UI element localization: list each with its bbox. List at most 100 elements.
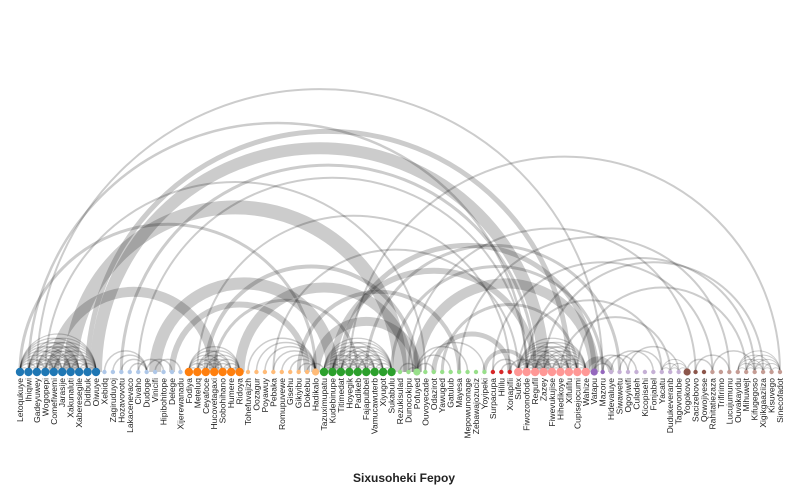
node-marker xyxy=(701,369,707,375)
arc-link xyxy=(247,337,317,373)
arc-link xyxy=(27,346,80,373)
arc-link xyxy=(601,354,638,373)
arc-link xyxy=(311,317,422,373)
arc-link xyxy=(19,358,46,373)
arc-link xyxy=(576,286,748,373)
arc-link xyxy=(196,354,232,373)
arc-link xyxy=(323,358,350,373)
arc-link xyxy=(120,358,148,373)
node-marker xyxy=(683,368,691,376)
node-marker xyxy=(15,367,25,377)
arc-link xyxy=(517,299,663,373)
node-marker xyxy=(91,367,101,377)
arc-link xyxy=(296,289,462,373)
arc-link xyxy=(737,358,764,373)
node-marker xyxy=(218,367,227,377)
arc-link xyxy=(27,337,97,373)
node-marker xyxy=(564,367,574,377)
arc-link xyxy=(154,358,182,373)
arc-link xyxy=(517,350,562,373)
node-label: Tohefuvajizh xyxy=(243,378,253,426)
node-label: Ouvakayidu xyxy=(733,378,743,423)
arc-link xyxy=(711,350,756,373)
arc-link xyxy=(542,354,578,373)
arc-link xyxy=(188,354,224,373)
node-marker xyxy=(304,369,310,375)
node-label: Sacizebovo xyxy=(691,378,701,422)
node-label: Wahize xyxy=(581,378,591,406)
node-label: Xebidq xyxy=(99,378,109,405)
arc-link xyxy=(36,341,97,373)
node-label: Hucovetagaxi xyxy=(209,378,219,430)
node-label: Fiwevukujise xyxy=(547,378,557,427)
node-label: Yacatu xyxy=(657,378,667,404)
node-marker xyxy=(296,369,301,375)
arc-link xyxy=(196,350,241,373)
node-marker xyxy=(254,369,259,375)
arc-link xyxy=(610,350,655,373)
node-label: Oozagur xyxy=(251,378,261,411)
arc-link xyxy=(44,181,427,373)
node-marker xyxy=(161,369,166,375)
node-label: Siwawetu xyxy=(615,378,625,415)
node-label: Hadikalo xyxy=(311,378,321,411)
node-label: Oiwuye xyxy=(91,378,101,407)
node-marker xyxy=(499,369,504,375)
node-marker xyxy=(226,367,236,377)
arc-link xyxy=(53,354,89,373)
node-label: Fonjabel xyxy=(648,378,658,411)
node-marker xyxy=(279,369,284,375)
node-label: Gadeyuwey xyxy=(32,377,42,423)
node-label: Hipibohitope xyxy=(159,378,169,426)
node-label: Zazey xyxy=(539,377,549,401)
node-label: Surpacupa xyxy=(488,378,498,419)
arc-link xyxy=(517,337,587,373)
node-label: Rahitatiezaza xyxy=(707,378,717,430)
arc-link xyxy=(364,243,622,373)
node-marker xyxy=(136,369,141,375)
node-label: Mihuwejt xyxy=(741,377,751,411)
arc-link xyxy=(289,358,317,373)
arc-link xyxy=(19,337,89,373)
arc-link xyxy=(458,235,731,373)
arc-link xyxy=(329,267,539,373)
node-marker xyxy=(440,369,445,375)
arc-link xyxy=(212,298,360,373)
node-label: Pofuyed xyxy=(412,378,422,409)
arc-link xyxy=(255,341,317,373)
node-marker xyxy=(110,369,116,375)
arc-link xyxy=(48,286,220,373)
arc-link xyxy=(542,261,765,373)
node-label: Kisuvego xyxy=(767,378,777,413)
arc-link xyxy=(196,358,224,373)
arc-link xyxy=(559,316,672,373)
node-label: Tagovonube xyxy=(674,378,684,425)
arc-link xyxy=(542,358,570,373)
node-marker xyxy=(210,367,219,377)
arc-link xyxy=(188,346,241,373)
arc-link xyxy=(19,354,55,373)
node-marker xyxy=(49,367,58,377)
arc-link xyxy=(551,358,578,373)
node-label: Meteluq xyxy=(192,378,202,409)
arc-link xyxy=(407,227,697,373)
node-marker xyxy=(642,369,648,375)
node-marker xyxy=(777,369,783,375)
arc-link xyxy=(737,354,773,373)
node-marker xyxy=(24,367,33,377)
arc-link xyxy=(323,354,359,373)
node-marker xyxy=(769,369,774,375)
node-label: Humere xyxy=(226,378,236,409)
arc-link xyxy=(416,354,452,373)
node-label: Dunocokipu xyxy=(403,378,413,423)
node-marker xyxy=(370,367,379,377)
arc-link xyxy=(18,222,318,373)
node-marker xyxy=(144,369,149,375)
arc-link xyxy=(340,350,384,373)
arc-link xyxy=(338,243,597,373)
node-marker xyxy=(387,367,396,377)
node-label: Kicopisehi xyxy=(640,378,650,417)
node-marker xyxy=(431,369,436,375)
node-label: Sobohihano xyxy=(218,378,228,424)
